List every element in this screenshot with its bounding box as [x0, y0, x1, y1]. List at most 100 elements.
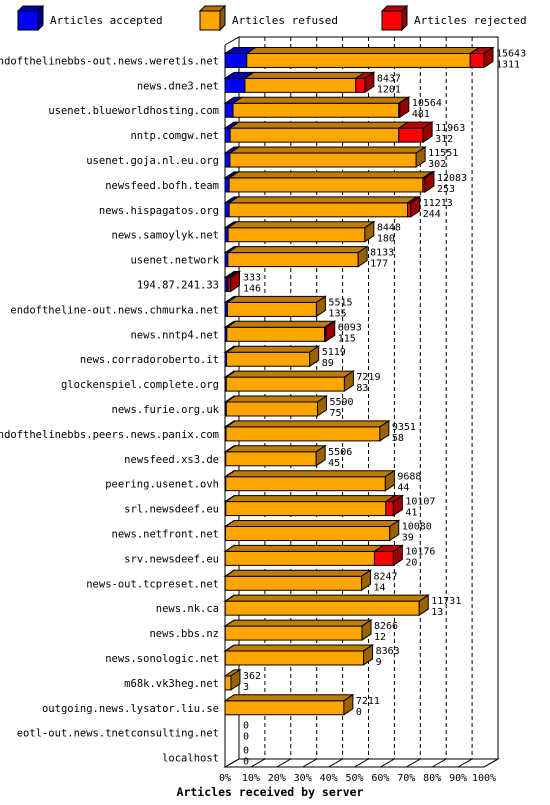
x-axis-title: Articles received by server	[177, 785, 364, 799]
bar-end-face	[343, 693, 354, 716]
bar-refused	[229, 127, 400, 143]
bar-refused	[225, 525, 391, 541]
total-label: 5590	[329, 397, 353, 408]
bar-end-face	[315, 444, 326, 467]
bar-refused-top	[223, 594, 430, 602]
bar-end-face	[364, 71, 375, 94]
accepted-count-label: 58	[392, 433, 404, 444]
bar-refused	[224, 625, 363, 641]
total-label: 15643	[496, 48, 526, 59]
bar-refused-top	[224, 395, 329, 403]
accepted-count-label: 20	[405, 557, 417, 568]
bar-rejected	[398, 127, 424, 143]
category-label: srv.newsdeef.eu	[124, 553, 219, 565]
bar-group	[223, 320, 337, 343]
bar-refused-top	[224, 470, 396, 478]
bar-refused-top	[245, 46, 481, 54]
bar-end-face	[361, 619, 372, 642]
bar-end-face	[415, 146, 426, 168]
bar-group	[223, 494, 405, 517]
category-label: news-out.tcpreset.net	[86, 578, 219, 590]
category-label: nntp.comgw.net	[130, 130, 219, 142]
bar-rejected	[373, 550, 394, 566]
bar-accepted	[224, 102, 234, 118]
bar-group	[223, 121, 434, 144]
category-label: endofthelinebbs-out.news.weretis.net	[0, 55, 219, 67]
category-label: news.nntp4.net	[130, 329, 219, 341]
total-label: 0	[243, 721, 249, 732]
bar-end-face	[399, 96, 410, 119]
x-tick-label: 100%	[472, 773, 496, 784]
bar-refused	[225, 426, 381, 442]
accepted-count-label: 115	[338, 333, 356, 344]
floor-grid-line	[406, 758, 421, 768]
bar-accepted	[224, 77, 246, 93]
bar-end-face	[360, 569, 371, 592]
bar-end-face	[422, 121, 433, 144]
bar-end-face	[418, 594, 429, 617]
bar-end-face	[316, 395, 327, 417]
bar-refused	[227, 252, 359, 268]
bar-group	[223, 370, 356, 393]
total-label: 8133	[370, 248, 394, 259]
category-label: news.furie.org.uk	[112, 404, 220, 416]
total-label: 362	[243, 671, 261, 682]
accepted-count-label: 13	[431, 607, 443, 618]
accepted-count-label: 9	[376, 657, 382, 668]
total-label: 6093	[338, 322, 362, 333]
bar-refused	[246, 52, 471, 68]
floor-grid-line	[250, 758, 266, 768]
total-label: 8266	[374, 621, 398, 632]
category-label: 194.87.241.33	[137, 280, 219, 292]
bar-refused-top	[231, 96, 410, 104]
total-label: 8448	[377, 223, 401, 234]
accepted-count-label: 45	[328, 458, 340, 469]
bar-refused-top	[227, 171, 434, 179]
bar-refused	[229, 152, 417, 168]
floor-grid-line	[380, 758, 395, 768]
floor-grid-line	[276, 758, 292, 768]
bar-refused	[224, 575, 362, 591]
category-label: m68k.vk3heg.net	[124, 678, 219, 690]
bar-refused	[224, 675, 232, 691]
accepted-count-label: 1311	[496, 59, 520, 70]
bar-refused-top	[224, 370, 356, 378]
bar-group	[223, 270, 242, 293]
bar-end-face	[410, 195, 421, 218]
category-label: news.nk.ca	[156, 603, 219, 615]
legend-swatch-side	[37, 4, 44, 32]
total-label: 11963	[435, 123, 465, 134]
accepted-count-label: 0	[243, 757, 249, 768]
bar-refused	[224, 700, 345, 716]
total-label: 7219	[356, 372, 380, 383]
accepted-count-label: 12	[374, 632, 386, 643]
category-label: glockenspiel.complete.org	[61, 379, 219, 391]
category-label: newsfeed.bofh.team	[105, 180, 219, 192]
bar-refused-top	[223, 519, 401, 527]
total-label: 8437	[377, 73, 401, 84]
total-label: 10080	[402, 521, 432, 532]
x-tick-label: 0%	[219, 773, 231, 784]
total-label: 12083	[437, 173, 467, 184]
legend: Articles accepted Articles refused Article…	[16, 4, 527, 32]
x-axis-ticks: 0% 10% 20% 30% 40% 50% 60% 70% 80% 90% 100%	[219, 773, 496, 784]
bar-end-face	[483, 46, 494, 69]
legend-swatch	[381, 10, 403, 31]
bar-group	[223, 46, 495, 69]
bar-refused	[225, 401, 318, 417]
x-tick-label: 60%	[371, 773, 389, 784]
accepted-count-label: 146	[243, 284, 261, 295]
category-label: news.netfront.net	[112, 528, 219, 540]
bar-group	[223, 195, 422, 218]
category-label: usenet.network	[130, 255, 219, 267]
accepted-count-label: 41	[405, 508, 417, 519]
bar-refused	[228, 177, 424, 193]
bar-accepted	[224, 202, 230, 218]
bar-refused	[225, 451, 317, 467]
bar-refused	[226, 326, 326, 342]
bar-refused-top	[225, 295, 328, 303]
total-label: 9688	[397, 472, 421, 483]
bar-group	[223, 668, 242, 691]
accepted-count-label: 3	[243, 682, 249, 693]
